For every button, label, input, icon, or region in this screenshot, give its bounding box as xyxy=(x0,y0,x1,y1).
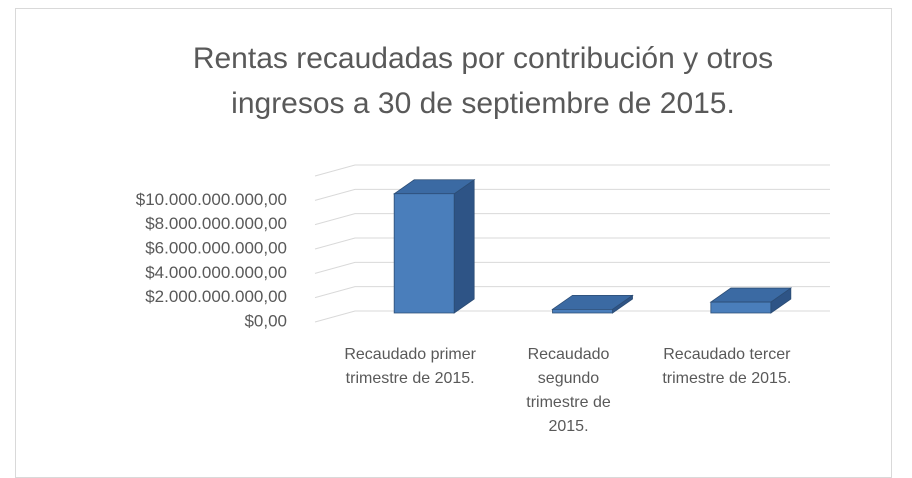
grid-line xyxy=(314,188,830,201)
bar-side xyxy=(453,178,475,314)
grid-line xyxy=(314,164,830,177)
grid-line xyxy=(314,310,830,323)
y-tick-label: $6.000.000.000,00 xyxy=(145,238,287,257)
y-tick-label: $4.000.000.000,00 xyxy=(145,263,287,282)
x-tick-label: Recaudado tercer trimestre de 2015. xyxy=(662,346,792,387)
grid-line xyxy=(314,213,830,226)
bar xyxy=(709,287,793,314)
bar xyxy=(392,178,476,314)
grid-line xyxy=(314,286,830,299)
y-tick-label: $10.000.000.000,00 xyxy=(136,190,287,209)
bar-front xyxy=(552,308,613,314)
bar xyxy=(551,294,634,314)
y-tick-label: $0,00 xyxy=(244,311,287,330)
grid-line xyxy=(314,261,830,274)
y-tick-label: $2.000.000.000,00 xyxy=(145,287,287,306)
x-tick-label: Recaudado primer trimestre de 2015. xyxy=(344,346,476,387)
y-tick-label: $8.000.000.000,00 xyxy=(145,214,287,233)
bar-front xyxy=(393,193,455,314)
bar-front xyxy=(710,301,772,314)
grid-line xyxy=(314,237,830,250)
x-tick-label: Recaudado segundo trimestre de 2015. xyxy=(526,346,611,435)
chart-title: Rentas recaudadas por contribución y otr… xyxy=(193,42,773,120)
